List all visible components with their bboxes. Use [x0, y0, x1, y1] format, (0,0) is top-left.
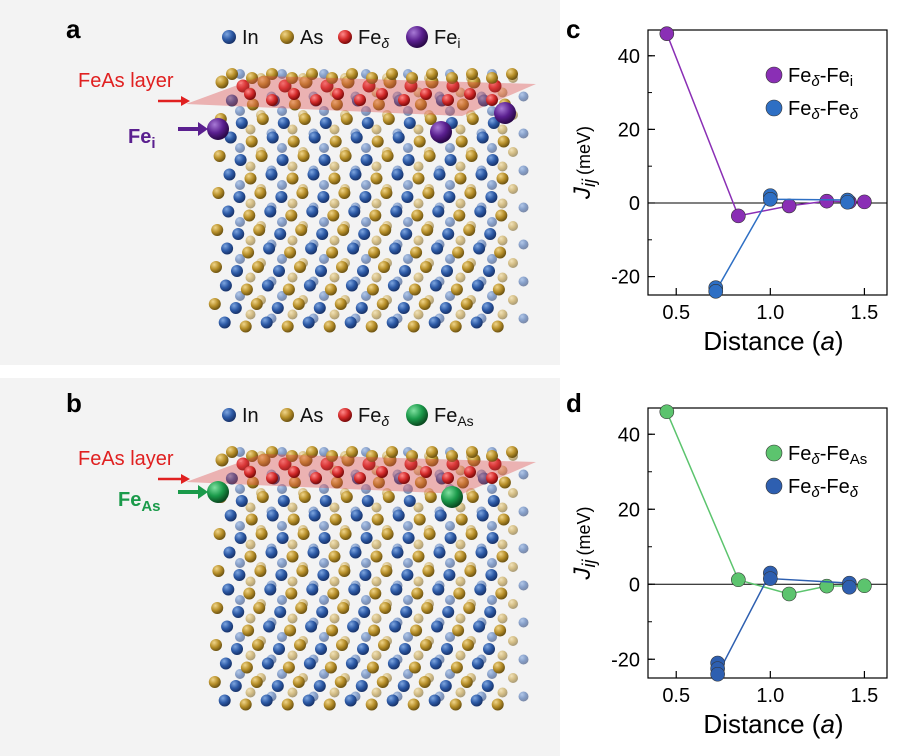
data-point-c-0-5	[857, 194, 872, 210]
defect-atom-a-1	[430, 121, 452, 143]
chart-c: 40 20 0 -20 0.5 1.0 1.5 Distance (a) Jij(meV) Feδ…	[569, 26, 888, 356]
xtick-label-c-0: 0.5	[662, 302, 690, 324]
series-line-c-0	[666, 33, 865, 217]
xtick-label-d-1: 1.0	[756, 685, 784, 707]
ytick-label-d-3: -20	[611, 649, 640, 671]
xtick-label-d-2: 1.5	[851, 685, 879, 707]
ytick-label-d-2: 0	[629, 574, 640, 596]
legend-label-b-2: Feδ	[358, 405, 389, 429]
data-point-c-0-3	[819, 193, 835, 209]
panel-letter-b: b	[66, 388, 82, 418]
legend-marker-a-3	[406, 26, 428, 48]
ytick-label-c-0: 40	[618, 46, 640, 68]
data-point-d-1-2	[710, 666, 725, 682]
legend-marker-a-2	[338, 30, 352, 44]
data-point-d-1-4	[763, 571, 778, 586]
ytick-label-c-2: 0	[629, 193, 640, 215]
legend-label-b-3: FeAs	[434, 405, 474, 429]
panel-letter-a: a	[66, 14, 81, 44]
legend-label-c-0: Feδ-Fei	[788, 65, 853, 90]
data-point-c-0-2	[781, 198, 797, 214]
data-point-c-0-0	[659, 26, 675, 41]
legend-label-c-1: Feδ-Feδ	[788, 98, 859, 123]
legend-label-b-0: In	[242, 405, 259, 427]
ytick-label-c-1: 20	[618, 119, 640, 141]
defect-label-b: FeAs	[118, 489, 161, 515]
ytick-label-d-1: 20	[618, 499, 640, 521]
defect-atom-a-0	[207, 118, 229, 140]
data-point-c-1-1	[708, 284, 724, 299]
legend-label-a-2: Feδ	[358, 27, 389, 51]
data-point-d-0-1	[731, 572, 746, 588]
panel-letter-c: c	[566, 14, 581, 44]
data-point-d-0-4	[857, 578, 872, 594]
legend-marker-c-1	[765, 99, 783, 117]
legend-marker-a-0	[222, 30, 236, 44]
feas-layer-label-b: FeAs layer	[78, 448, 174, 470]
ylabel-d: Jij(meV)	[569, 507, 599, 581]
legend-label-b-1: As	[300, 405, 323, 427]
panel-letter-d: d	[566, 388, 582, 418]
defect-atom-a-2	[494, 102, 516, 124]
structure-a: In As Feδ Fei FeAs layer Fei	[78, 26, 536, 333]
legend-marker-b-3	[406, 404, 428, 426]
plot-frame-c	[647, 29, 888, 296]
data-point-c-0-1	[731, 208, 746, 224]
legend-label-d-0: Feδ-FeAs	[788, 443, 867, 468]
defect-atom-b-1	[441, 486, 463, 508]
data-point-c-1-3	[763, 192, 778, 207]
defect-atom-b-0	[207, 481, 229, 503]
ytick-label-d-0: 40	[618, 424, 640, 446]
xlabel-c: Distance (a)	[703, 326, 843, 356]
structure-b: In As Feδ FeAs FeAs layer FeAs	[78, 404, 536, 711]
data-point-d-1-6	[842, 579, 857, 595]
legend-label-d-1: Feδ-Feδ	[788, 476, 859, 501]
feas-layer-label-a: FeAs layer	[78, 70, 174, 92]
data-point-d-0-2	[781, 586, 797, 602]
panel-d-background	[560, 378, 899, 756]
legend-marker-d-0	[765, 444, 783, 462]
legend-label-a-0: In	[242, 27, 259, 49]
legend-b: In As Feδ FeAs	[222, 404, 474, 429]
legend-marker-d-1	[765, 477, 783, 495]
legend-marker-b-0	[222, 408, 236, 422]
legend-marker-b-2	[338, 408, 352, 422]
legend-marker-c-0	[765, 66, 783, 84]
xtick-label-d-0: 0.5	[662, 685, 690, 707]
xlabel-d: Distance (a)	[703, 709, 843, 739]
defect-label-a: Fei	[128, 126, 156, 152]
chart-d: 40 20 0 -20 0.5 1.0 1.5 Distance (a) Jij(meV) Feδ…	[569, 404, 888, 739]
data-point-c-1-5	[840, 194, 855, 210]
legend-marker-a-1	[280, 30, 294, 44]
legend-marker-b-1	[280, 408, 294, 422]
ytick-label-c-3: -20	[611, 267, 640, 289]
data-point-d-0-0	[659, 404, 675, 420]
series-line-d-0	[666, 411, 865, 595]
plot-frame-d	[647, 407, 888, 679]
panel-c-background	[560, 0, 899, 365]
ylabel-c: Jij(meV)	[569, 126, 599, 200]
legend-label-a-3: Fei	[434, 27, 460, 51]
legend-a: In As Feδ Fei	[222, 26, 460, 51]
xtick-label-c-1: 1.0	[756, 302, 784, 324]
legend-label-a-1: As	[300, 27, 323, 49]
xtick-label-c-2: 1.5	[851, 302, 879, 324]
